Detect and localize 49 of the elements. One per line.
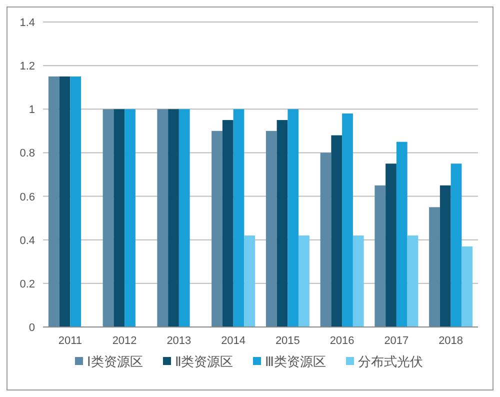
bar	[114, 109, 125, 327]
legend-label: Ⅲ类资源区	[265, 354, 326, 369]
bar	[462, 246, 473, 327]
bar	[352, 236, 364, 327]
x-tick-label: 2012	[112, 335, 137, 347]
bar	[288, 109, 299, 327]
x-tick-label: 2013	[166, 335, 192, 347]
bar	[320, 152, 332, 327]
bar	[342, 114, 353, 327]
legend-label: 分布式光伏	[358, 354, 423, 369]
bar	[233, 109, 244, 327]
bar	[168, 109, 179, 327]
x-tick-label: 2018	[438, 335, 464, 347]
x-tick-label: 2014	[221, 335, 246, 347]
legend-label: Ⅱ类资源区	[175, 354, 233, 369]
bar	[48, 76, 60, 327]
y-tick-label: 0.6	[20, 191, 35, 204]
bar	[157, 109, 168, 327]
x-tick-label: 2011	[58, 335, 82, 347]
bar	[374, 185, 386, 327]
x-tick-label: 2017	[384, 335, 409, 347]
bar	[70, 76, 82, 327]
bar	[222, 120, 234, 327]
bar	[124, 109, 136, 327]
y-tick-label: 0.4	[20, 234, 35, 247]
y-tick-label: 0	[28, 322, 35, 334]
bar	[102, 109, 114, 327]
bar	[266, 130, 277, 327]
bar	[244, 236, 256, 327]
legend-label: Ⅰ类资源区	[87, 354, 143, 369]
bar	[276, 120, 288, 327]
bar	[178, 109, 190, 327]
bar	[429, 207, 440, 327]
bar	[450, 164, 462, 327]
bar	[386, 164, 396, 327]
bar	[298, 236, 310, 327]
y-tick-label: 1.2	[20, 60, 35, 73]
bar	[212, 130, 222, 327]
bar	[396, 142, 408, 327]
x-tick-label: 2016	[330, 335, 354, 347]
y-tick-label: 0.2	[20, 278, 35, 290]
x-tick-label: 2015	[275, 335, 300, 347]
y-tick-label: 1	[28, 104, 35, 116]
bar	[440, 185, 451, 327]
y-tick-label: 0.8	[20, 148, 35, 160]
y-tick-label: 1.4	[20, 17, 35, 29]
bar	[331, 135, 342, 327]
bar	[407, 236, 418, 327]
bar	[59, 76, 70, 327]
